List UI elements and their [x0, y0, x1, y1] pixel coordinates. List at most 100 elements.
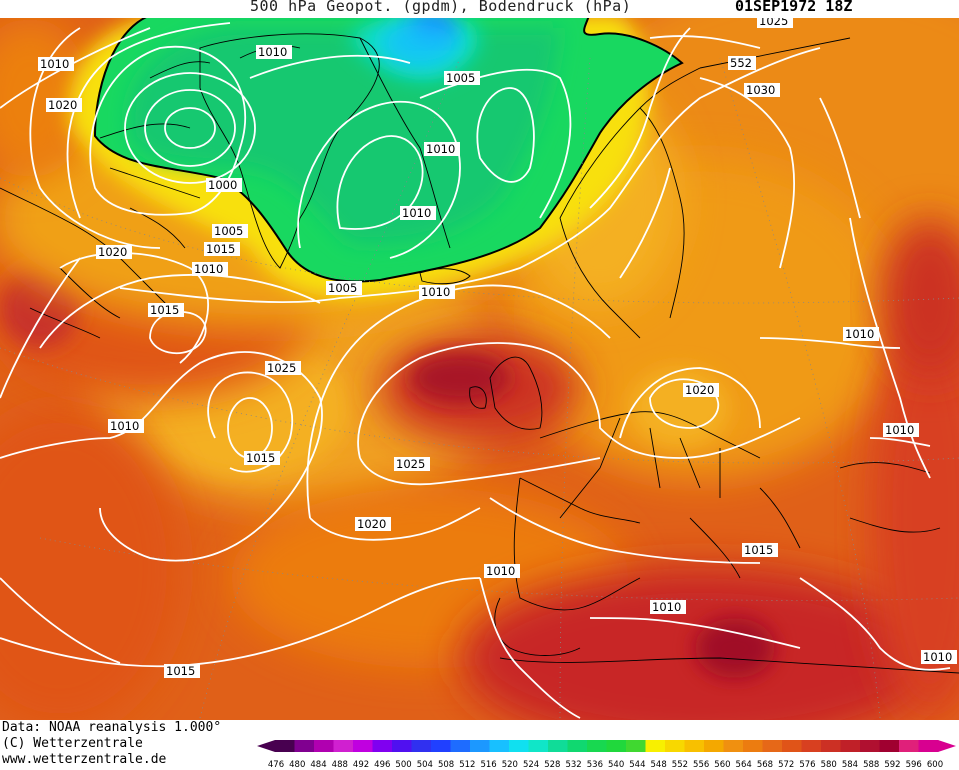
colorbar-tick-label: 532 — [565, 760, 581, 770]
isobar-label-box — [38, 57, 74, 71]
colorbar-tick-label: 540 — [608, 760, 624, 770]
map-title: 500 hPa Geopot. (gpdm), Bodendruck (hPa) — [250, 0, 632, 15]
colorbar-tick-label: 544 — [629, 760, 645, 770]
colorbar-swatch — [353, 740, 373, 752]
isobar-label-box — [204, 242, 240, 256]
colorbar-swatch — [899, 740, 919, 752]
isobar-label: 1005 — [214, 224, 243, 238]
isobar-label: 1015 — [744, 543, 773, 557]
isobar-label: 1005 — [446, 71, 475, 85]
colorbar-high-arrow — [938, 740, 956, 752]
isobar-label: 1010 — [258, 45, 287, 59]
colorbar-tick-label: 484 — [310, 760, 326, 770]
colorbar-tick-label: 500 — [395, 760, 411, 770]
colorbar-tick-label: 536 — [587, 760, 603, 770]
isobar-label-box — [744, 83, 780, 97]
isobar-label: 1020 — [98, 245, 127, 259]
colorbar-tick-label: 600 — [927, 760, 943, 770]
isobar-label-box — [394, 457, 430, 471]
copyright-credit: (C) Wetterzentrale — [2, 736, 143, 751]
isobar-label: 1020 — [685, 383, 714, 397]
header-bar: 500 hPa Geopot. (gpdm), Bodendruck (hPa)… — [0, 0, 959, 18]
isobar-labels: 1010 1005 1025 552 1030 1020 1000 1010 1005 1010 1… — [38, 18, 957, 678]
isobar-label-box — [265, 361, 301, 375]
colorbar-swatch — [392, 740, 412, 752]
isobar-label-box — [400, 206, 436, 220]
footer: Data: NOAA reanalysis 1.000° (C) Wetterz… — [0, 720, 959, 770]
colorbar-tick-label: 584 — [842, 760, 858, 770]
isobars — [0, 22, 951, 719]
colorbar-tick-label: 508 — [438, 760, 454, 770]
colorbar-swatch — [509, 740, 529, 752]
isobar-label-box — [419, 285, 455, 299]
isobar-label-box — [484, 564, 520, 578]
colorbar-swatch — [450, 740, 471, 752]
colorbar-tick-label: 564 — [736, 760, 752, 770]
isobar-label-box — [206, 178, 242, 192]
colorbar-tick-label: 520 — [502, 760, 518, 770]
colorbar-tick-label: 476 — [268, 760, 284, 770]
isobar-label: 1010 — [110, 419, 139, 433]
colorbar-tick-label: 516 — [480, 760, 496, 770]
isobar-label-box — [46, 98, 82, 112]
colorbar-swatch — [626, 740, 646, 752]
isobar-label: 1015 — [206, 242, 235, 256]
isobar-label-box — [444, 71, 480, 85]
isobar-label: 1020 — [357, 517, 386, 531]
colorbar-swatch — [645, 740, 666, 752]
colorbar-tick-label: 488 — [332, 760, 348, 770]
colorbar-swatch — [879, 740, 900, 752]
isobar-label-box — [212, 224, 248, 238]
colorbar-tick-label: 512 — [459, 760, 475, 770]
colorbar-low-arrow — [257, 740, 275, 752]
isobar-label: 1010 — [652, 600, 681, 614]
isobar-label: 1015 — [166, 664, 195, 678]
colorbar-swatch — [684, 740, 705, 752]
colorbar-swatch — [489, 740, 510, 752]
map-date: 01SEP1972 18Z — [735, 0, 853, 15]
colorbar-tick-label: 504 — [417, 760, 433, 770]
isobar-label: 1025 — [396, 457, 425, 471]
isobar-label-box — [355, 517, 391, 531]
colorbar-tick-label: 576 — [799, 760, 815, 770]
colorbar-swatch — [782, 740, 802, 752]
isobar-label: 1010 — [194, 262, 223, 276]
colorbar-swatch — [567, 740, 588, 752]
colorbar-tick-label: 560 — [714, 760, 730, 770]
colorbar-swatch — [801, 740, 822, 752]
data-source-credit: Data: NOAA reanalysis 1.000° — [2, 720, 222, 735]
isobar-label-box — [843, 327, 879, 341]
colorbar-tick-label: 580 — [821, 760, 837, 770]
colorbar-tick-label: 548 — [651, 760, 667, 770]
colorbar-swatch — [723, 740, 744, 752]
isobar-label: 1030 — [746, 83, 775, 97]
colorbar-swatch — [275, 740, 295, 752]
isobar-label-box — [326, 281, 362, 295]
isobar-label-box — [683, 383, 719, 397]
isobar-label-box — [728, 56, 756, 70]
colorbar-tick-label: 568 — [757, 760, 773, 770]
colorbar-tick-label: 552 — [672, 760, 688, 770]
colorbar-swatch — [431, 740, 451, 752]
isobar-label-box — [921, 650, 957, 664]
colorbar-swatch — [587, 740, 607, 752]
isobar-label-box — [164, 664, 200, 678]
isobar-label: 1015 — [246, 451, 275, 465]
colorbar-swatch — [294, 740, 315, 752]
colorbar-swatch — [333, 740, 354, 752]
graticule — [0, 57, 959, 719]
isobar-label: 552 — [730, 56, 752, 70]
isobar-label: 1025 — [759, 18, 788, 28]
isobar-label-box — [256, 45, 292, 59]
colorbar-swatch — [704, 740, 724, 752]
isobar-label-box — [883, 423, 919, 437]
colorbar-tick-label: 592 — [884, 760, 900, 770]
colorbar-tick-label: 492 — [353, 760, 369, 770]
isobar-label: 1010 — [923, 650, 952, 664]
isobar-label: 1015 — [150, 303, 179, 317]
colorbar-swatch — [372, 740, 393, 752]
colorbar-swatch — [665, 740, 685, 752]
colorbar-tick-label: 588 — [863, 760, 879, 770]
colorbar-swatch — [860, 740, 880, 752]
colorbar-swatch — [762, 740, 783, 752]
